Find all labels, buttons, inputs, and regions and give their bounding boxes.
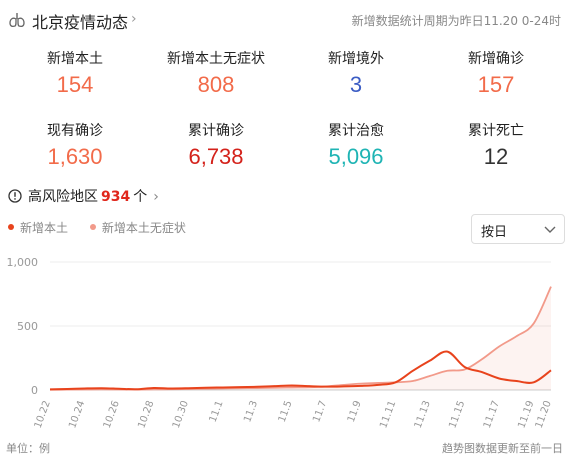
stat-value: 5,096 bbox=[328, 144, 384, 169]
x-tick-label: 11.13 bbox=[413, 399, 433, 430]
x-tick-label: 10.24 bbox=[67, 399, 87, 430]
x-tick-label: 11.7 bbox=[311, 399, 329, 424]
y-tick-label: 500 bbox=[17, 320, 38, 333]
stat-value: 12 bbox=[483, 144, 509, 169]
risk-unit: 个 bbox=[133, 189, 148, 205]
stat-label: 新增境外 bbox=[328, 51, 384, 67]
stat-new-asymptomatic: 新增本土无症状 808 bbox=[146, 48, 286, 98]
series-line bbox=[49, 350, 552, 391]
chevron-right-icon: › bbox=[153, 189, 159, 205]
x-tick-label: 11.1 bbox=[208, 399, 226, 424]
x-tick-label: 10.28 bbox=[136, 399, 156, 430]
unit-label: 单位：例 bbox=[6, 442, 50, 455]
stat-label: 新增本土无症状 bbox=[167, 51, 265, 67]
legend-dot bbox=[89, 224, 96, 230]
page-title[interactable]: 北京疫情动态 bbox=[32, 13, 129, 32]
chevron-down-icon bbox=[544, 226, 556, 233]
stat-new-imported: 新增境外 3 bbox=[286, 48, 426, 98]
legend-label: 新增本土 bbox=[20, 221, 69, 235]
x-tick-label: 11.3 bbox=[242, 399, 260, 424]
x-tick-label: 11.11 bbox=[378, 399, 398, 430]
stat-value: 6,738 bbox=[188, 144, 244, 169]
series-area bbox=[50, 286, 551, 390]
x-tick-label: 11.9 bbox=[346, 399, 364, 424]
stat-total-recovered: 累计治愈 5,096 bbox=[286, 120, 426, 170]
stat-value: 3 bbox=[349, 72, 363, 97]
legend-item-local[interactable]: 新增本土 bbox=[8, 219, 68, 236]
risk-count: 934 bbox=[101, 189, 131, 205]
risk-label: 高风险地区 bbox=[28, 189, 98, 205]
y-tick-label: 1,000 bbox=[7, 256, 39, 269]
legend-item-asymptomatic[interactable]: 新增本土无症状 bbox=[89, 219, 186, 236]
stat-total-confirmed: 累计确诊 6,738 bbox=[146, 120, 286, 170]
stat-label: 新增本土 bbox=[47, 51, 103, 67]
stat-label: 累计治愈 bbox=[328, 123, 384, 139]
x-tick-label: 10.22 bbox=[33, 399, 53, 430]
stat-label: 新增确诊 bbox=[468, 51, 524, 67]
alert-circle-icon bbox=[8, 189, 22, 203]
legend-label: 新增本土无症状 bbox=[101, 221, 186, 235]
x-tick-label: 11.17 bbox=[482, 399, 502, 430]
lungs-icon bbox=[9, 13, 25, 28]
stat-total-deaths: 累计死亡 12 bbox=[426, 120, 566, 170]
stat-new-confirmed: 新增确诊 157 bbox=[426, 48, 566, 98]
x-tick-label: 11.20 bbox=[534, 399, 554, 430]
stat-new-local: 新增本土 154 bbox=[5, 48, 145, 98]
x-tick-label: 10.26 bbox=[102, 399, 122, 430]
x-tick-label: 10.30 bbox=[171, 399, 191, 430]
x-tick-label: 11.5 bbox=[277, 399, 295, 424]
x-tick-label: 11.15 bbox=[447, 399, 467, 430]
stat-value: 808 bbox=[197, 72, 235, 97]
select-value: 按日 bbox=[481, 225, 508, 240]
high-risk-areas-link[interactable]: 高风险地区 934 个 › bbox=[8, 186, 159, 206]
stat-label: 现有确诊 bbox=[47, 123, 103, 139]
granularity-select[interactable]: 按日 bbox=[471, 214, 565, 244]
chart-legend: 新增本土 新增本土无症状 bbox=[8, 219, 204, 236]
update-period: 新增数据统计周期为昨日11.20 0-24时 bbox=[351, 14, 561, 28]
chevron-right-icon[interactable]: › bbox=[131, 11, 137, 27]
legend-dot bbox=[8, 224, 14, 230]
stat-label: 累计死亡 bbox=[468, 123, 524, 139]
stat-value: 157 bbox=[477, 72, 515, 97]
update-note: 趋势图数据更新至前一日 bbox=[442, 442, 563, 455]
header: 北京疫情动态 › 新增数据统计周期为昨日11.20 0-24时 bbox=[0, 0, 569, 40]
stat-value: 154 bbox=[56, 72, 94, 97]
y-tick-label: 0 bbox=[31, 384, 38, 397]
stat-label: 累计确诊 bbox=[188, 123, 244, 139]
stat-current-confirmed: 现有确诊 1,630 bbox=[5, 120, 145, 170]
stat-value: 1,630 bbox=[47, 144, 103, 169]
